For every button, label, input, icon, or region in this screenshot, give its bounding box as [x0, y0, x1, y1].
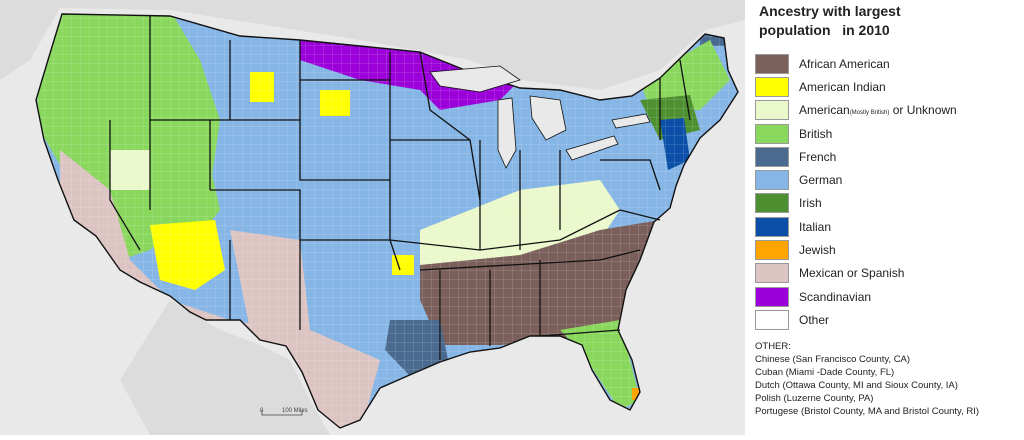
legend-label: Italian — [799, 219, 832, 234]
legend-label: Scandinavian — [799, 289, 872, 304]
swatch-scandinavian — [755, 286, 789, 307]
other-heading: OTHER: — [755, 341, 791, 352]
us-outline — [35, 13, 739, 429]
swatch-mexican-spanish — [755, 263, 789, 284]
swatch-italian — [755, 216, 789, 237]
legend-label: African American — [799, 56, 890, 71]
legend-label: Other — [799, 312, 830, 327]
swatch-irish — [755, 193, 789, 214]
scale-bar: 0 100 Miles — [258, 408, 328, 430]
mexico-landmass — [120, 300, 330, 435]
swatch-french — [755, 146, 789, 167]
lake-huron — [529, 95, 567, 141]
legend-title-line1: Ancestry with largest — [759, 3, 901, 19]
swatch-american-indian — [755, 76, 789, 97]
legend-item-other: Other — [755, 308, 957, 331]
lake-erie — [565, 135, 619, 161]
legend-label: American(Mostly British) or Unknown — [799, 103, 957, 117]
legend-label: Jewish — [799, 243, 836, 258]
lake-ontario — [611, 113, 651, 129]
legend-item-italian: Italian — [755, 215, 957, 238]
scale-distance-label: 100 Miles — [282, 408, 308, 414]
scale-bar-line — [261, 410, 303, 416]
legend-panel: Ancestry with largest population in 2010… — [745, 0, 1024, 435]
other-item: Polish (Luzerne County, PA) — [755, 393, 874, 404]
legend-items: African American American Indian America… — [755, 52, 957, 332]
lake-michigan — [497, 97, 517, 169]
us-county-ancestry-map — [0, 0, 745, 435]
legend-item-scandinavian: Scandinavian — [755, 285, 957, 308]
legend-label: American Indian — [799, 79, 886, 94]
legend-item-irish: Irish — [755, 192, 957, 215]
legend-title-line2: population in 2010 — [759, 22, 890, 38]
legend-item-american-unknown: American(Mostly British) or Unknown — [755, 99, 957, 122]
scale-zero-label: 0 — [260, 408, 264, 414]
legend-label-small: (Mostly British) — [849, 110, 890, 117]
legend-item-mexican-spanish: Mexican or Spanish — [755, 262, 957, 285]
swatch-german — [755, 170, 789, 191]
legend-title: Ancestry with largest population in 2010 — [759, 2, 1009, 40]
other-item: Chinese (San Francisco County, CA) — [755, 354, 911, 365]
swatch-american-unknown — [755, 100, 789, 121]
ancestry-map: 0 100 Miles — [0, 0, 745, 435]
legend-item-jewish: Jewish — [755, 238, 957, 261]
state-borders — [109, 16, 691, 360]
canada-landmass — [0, 0, 745, 90]
legend-item-german: German — [755, 168, 957, 191]
swatch-jewish — [755, 240, 789, 261]
legend-item-african-american: African American — [755, 52, 957, 75]
legend-label: British — [799, 126, 833, 141]
other-item: Cuban (Miami -Dade County, FL) — [755, 367, 895, 378]
legend-label-main: American — [799, 103, 850, 118]
legend-label: Mexican or Spanish — [799, 266, 905, 281]
other-item: Dutch (Ottawa County, MI and Sioux Count… — [755, 380, 958, 391]
legend-item-british: British — [755, 122, 957, 145]
legend-label-tail: or Unknown — [889, 103, 957, 118]
legend-label: German — [799, 173, 843, 188]
legend-item-american-indian: American Indian — [755, 75, 957, 98]
swatch-african-american — [755, 53, 789, 74]
other-item: Portugese (Bristol County, MA and Bristo… — [755, 406, 980, 417]
other-ancestries-note: OTHER: Chinese (San Francisco County, CA… — [755, 340, 979, 418]
legend-item-french: French — [755, 145, 957, 168]
swatch-british — [755, 123, 789, 144]
legend-label: Irish — [799, 196, 822, 211]
swatch-other — [755, 309, 789, 330]
legend-label: French — [799, 149, 837, 164]
lake-superior — [429, 65, 521, 93]
